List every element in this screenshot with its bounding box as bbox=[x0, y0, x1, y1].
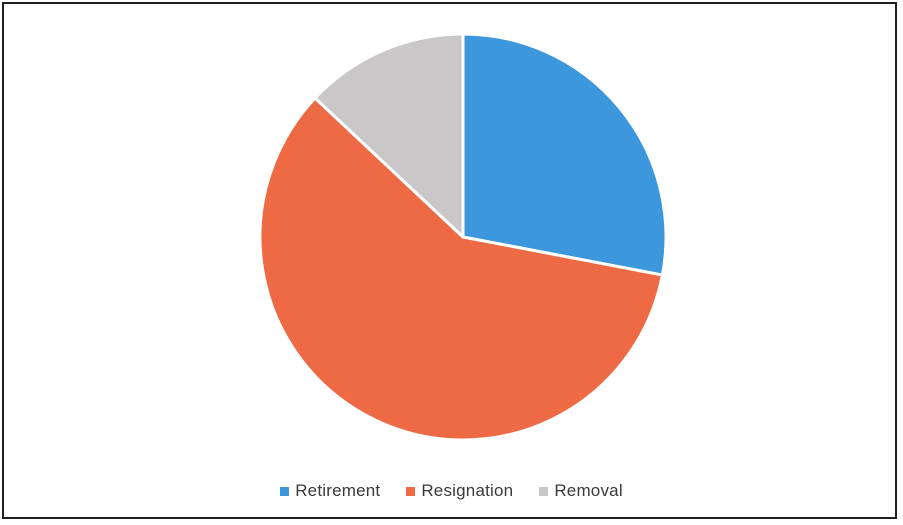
pie-slice-resignation bbox=[258, 96, 664, 442]
pie-slice-removal bbox=[313, 32, 465, 239]
legend-item-resignation: Resignation bbox=[406, 481, 513, 501]
legend-item-removal: Removal bbox=[539, 481, 623, 501]
legend-swatch-removal bbox=[539, 486, 549, 496]
legend-label-retirement: Retirement bbox=[295, 481, 381, 500]
chart-frame: Retirement Resignation Removal bbox=[2, 2, 897, 519]
chart-legend: Retirement Resignation Removal bbox=[4, 481, 899, 501]
pie-slice-retirement bbox=[461, 32, 668, 277]
legend-swatch-retirement bbox=[280, 486, 290, 496]
legend-label-resignation: Resignation bbox=[421, 481, 514, 500]
legend-swatch-resignation bbox=[406, 486, 416, 496]
legend-item-retirement: Retirement bbox=[280, 481, 380, 501]
pie-chart bbox=[258, 32, 668, 442]
legend-label-removal: Removal bbox=[554, 481, 623, 500]
